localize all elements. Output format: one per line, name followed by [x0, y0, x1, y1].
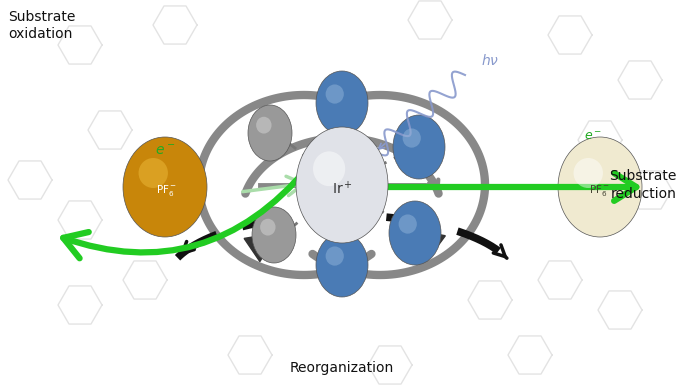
Polygon shape	[244, 233, 277, 261]
Text: $\mathrm{PF_6^-}$: $\mathrm{PF_6^-}$	[156, 182, 177, 198]
Ellipse shape	[389, 201, 441, 265]
FancyArrowPatch shape	[381, 173, 636, 201]
Ellipse shape	[252, 207, 296, 263]
Ellipse shape	[403, 129, 421, 147]
Ellipse shape	[256, 117, 271, 134]
Ellipse shape	[313, 151, 345, 186]
Ellipse shape	[316, 71, 368, 135]
Text: Substrate
reduction: Substrate reduction	[610, 169, 677, 201]
Text: $e^-$: $e^-$	[584, 130, 602, 143]
Ellipse shape	[393, 115, 445, 179]
Polygon shape	[326, 263, 358, 285]
Text: Reorganization: Reorganization	[290, 361, 394, 375]
Polygon shape	[414, 230, 445, 258]
Text: Substrate
oxidation: Substrate oxidation	[8, 10, 75, 41]
FancyArrowPatch shape	[63, 167, 308, 258]
Ellipse shape	[296, 127, 388, 243]
Ellipse shape	[123, 137, 207, 237]
Text: $\mathrm{PF_6^-}$: $\mathrm{PF_6^-}$	[590, 182, 610, 198]
Text: $e^-$: $e^-$	[155, 144, 175, 158]
Ellipse shape	[399, 214, 416, 234]
Text: $h\nu$: $h\nu$	[481, 53, 499, 68]
Ellipse shape	[316, 233, 368, 297]
Ellipse shape	[325, 246, 344, 266]
Text: $\mathrm{Ir^+}$: $\mathrm{Ir^+}$	[332, 180, 352, 198]
Ellipse shape	[573, 158, 603, 188]
Ellipse shape	[325, 84, 344, 104]
Ellipse shape	[260, 219, 275, 236]
Ellipse shape	[248, 105, 292, 161]
Ellipse shape	[138, 158, 168, 188]
Ellipse shape	[558, 137, 642, 237]
FancyArrowPatch shape	[242, 176, 304, 196]
